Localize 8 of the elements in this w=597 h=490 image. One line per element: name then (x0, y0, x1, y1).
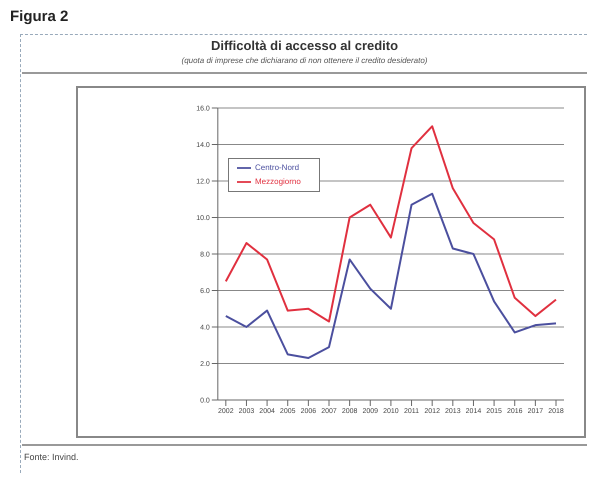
source-note: Fonte: Invind. (24, 452, 79, 462)
line-series (224, 125, 557, 323)
text: Figura 2 (10, 8, 68, 25)
chart-title: Difficoltà di accesso al credito (210, 38, 400, 53)
legend-label: Mezzogiorno (255, 177, 301, 186)
line-series (224, 192, 557, 360)
legend-label: Centro-Nord (255, 163, 300, 172)
chart-subtitle: (quota di imprese che dichiarano di non ottenere il credito desiderato) (180, 56, 428, 65)
